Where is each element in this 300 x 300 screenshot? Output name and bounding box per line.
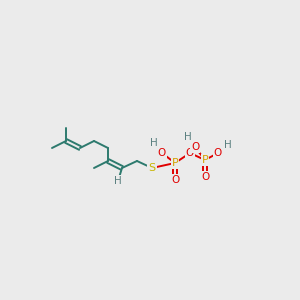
Text: P: P: [172, 158, 178, 168]
Text: P: P: [202, 155, 208, 165]
Text: O: O: [186, 148, 194, 158]
Text: O: O: [201, 172, 209, 182]
Text: O: O: [191, 142, 199, 152]
Text: H: H: [114, 176, 122, 186]
Text: H: H: [184, 132, 192, 142]
Text: H: H: [224, 140, 232, 150]
Text: H: H: [150, 138, 158, 148]
Text: O: O: [171, 175, 179, 185]
Text: S: S: [148, 163, 156, 173]
Text: O: O: [214, 148, 222, 158]
Text: O: O: [158, 148, 166, 158]
